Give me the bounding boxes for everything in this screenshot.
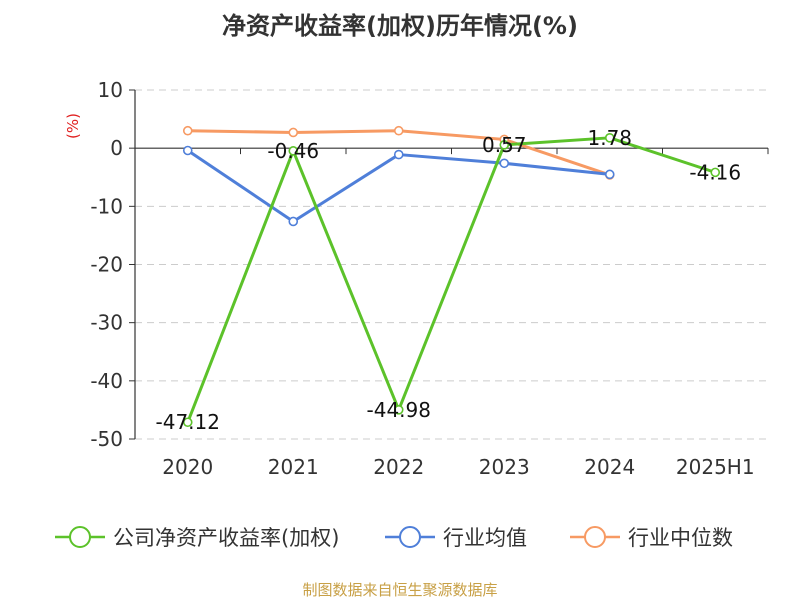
data-point <box>393 149 404 160</box>
legend-marker <box>69 526 91 548</box>
data-point <box>182 125 193 136</box>
data-point <box>182 145 193 156</box>
legend-marker <box>399 526 421 548</box>
data-label: -47.12 <box>156 410 220 434</box>
y-tick-label: -40 <box>90 369 123 393</box>
data-point <box>710 167 721 178</box>
x-tick-label: 2023 <box>479 455 530 479</box>
x-tick-labels: 2020 2021 2022 2023 2024 2025H1 <box>162 455 754 479</box>
x-tick-label: 2021 <box>268 455 319 479</box>
chart-title: 净资产收益率(加权)历年情况(%) <box>222 12 578 40</box>
legend: 公司净资产收益率(加权) 行业均值 行业中位数 <box>55 526 733 550</box>
y-tick-label: 0 <box>110 136 123 160</box>
data-point <box>288 146 299 156</box>
series-line <box>186 149 610 223</box>
data-point <box>499 158 510 169</box>
y-tick-label: -50 <box>90 427 123 451</box>
data-point <box>604 169 615 180</box>
source-note: 制图数据来自恒生聚源数据库 <box>302 581 498 599</box>
data-label: 0.57 <box>482 133 527 157</box>
y-tick-label: -20 <box>90 253 123 277</box>
data-label: 1.78 <box>587 126 632 150</box>
x-tick-label: 2024 <box>584 455 635 479</box>
y-tick-label: -10 <box>90 194 123 218</box>
data-point <box>604 133 615 143</box>
x-tick-label: 2025H1 <box>676 455 755 479</box>
series-lines <box>182 125 721 428</box>
legend-label: 行业均值 <box>443 526 527 550</box>
data-point <box>288 216 299 227</box>
x-tick-label: 2022 <box>373 455 424 479</box>
x-tick-label: 2020 <box>162 455 213 479</box>
y-tick-label: -30 <box>90 311 123 335</box>
data-point <box>182 417 193 428</box>
data-label: -4.16 <box>689 160 741 184</box>
y-tick-labels: 10 0 -10 -20 -30 -40 -50 <box>90 78 123 451</box>
series-line <box>186 136 716 423</box>
data-label: -0.46 <box>267 139 319 163</box>
data-labels: -47.12 -0.46 -44.98 0.57 1.78 -4.16 <box>156 126 742 434</box>
data-point <box>499 140 510 150</box>
legend-label: 公司净资产收益率(加权) <box>113 526 339 550</box>
data-point <box>288 127 299 138</box>
data-label: -44.98 <box>367 398 431 422</box>
data-point <box>393 125 404 136</box>
axes <box>134 90 769 439</box>
data-point <box>393 405 404 415</box>
y-tick-label: 10 <box>98 78 123 102</box>
grid-lines <box>129 89 768 440</box>
legend-marker <box>584 526 606 548</box>
y-axis-label: (%) <box>64 113 82 139</box>
legend-label: 行业中位数 <box>628 526 733 550</box>
